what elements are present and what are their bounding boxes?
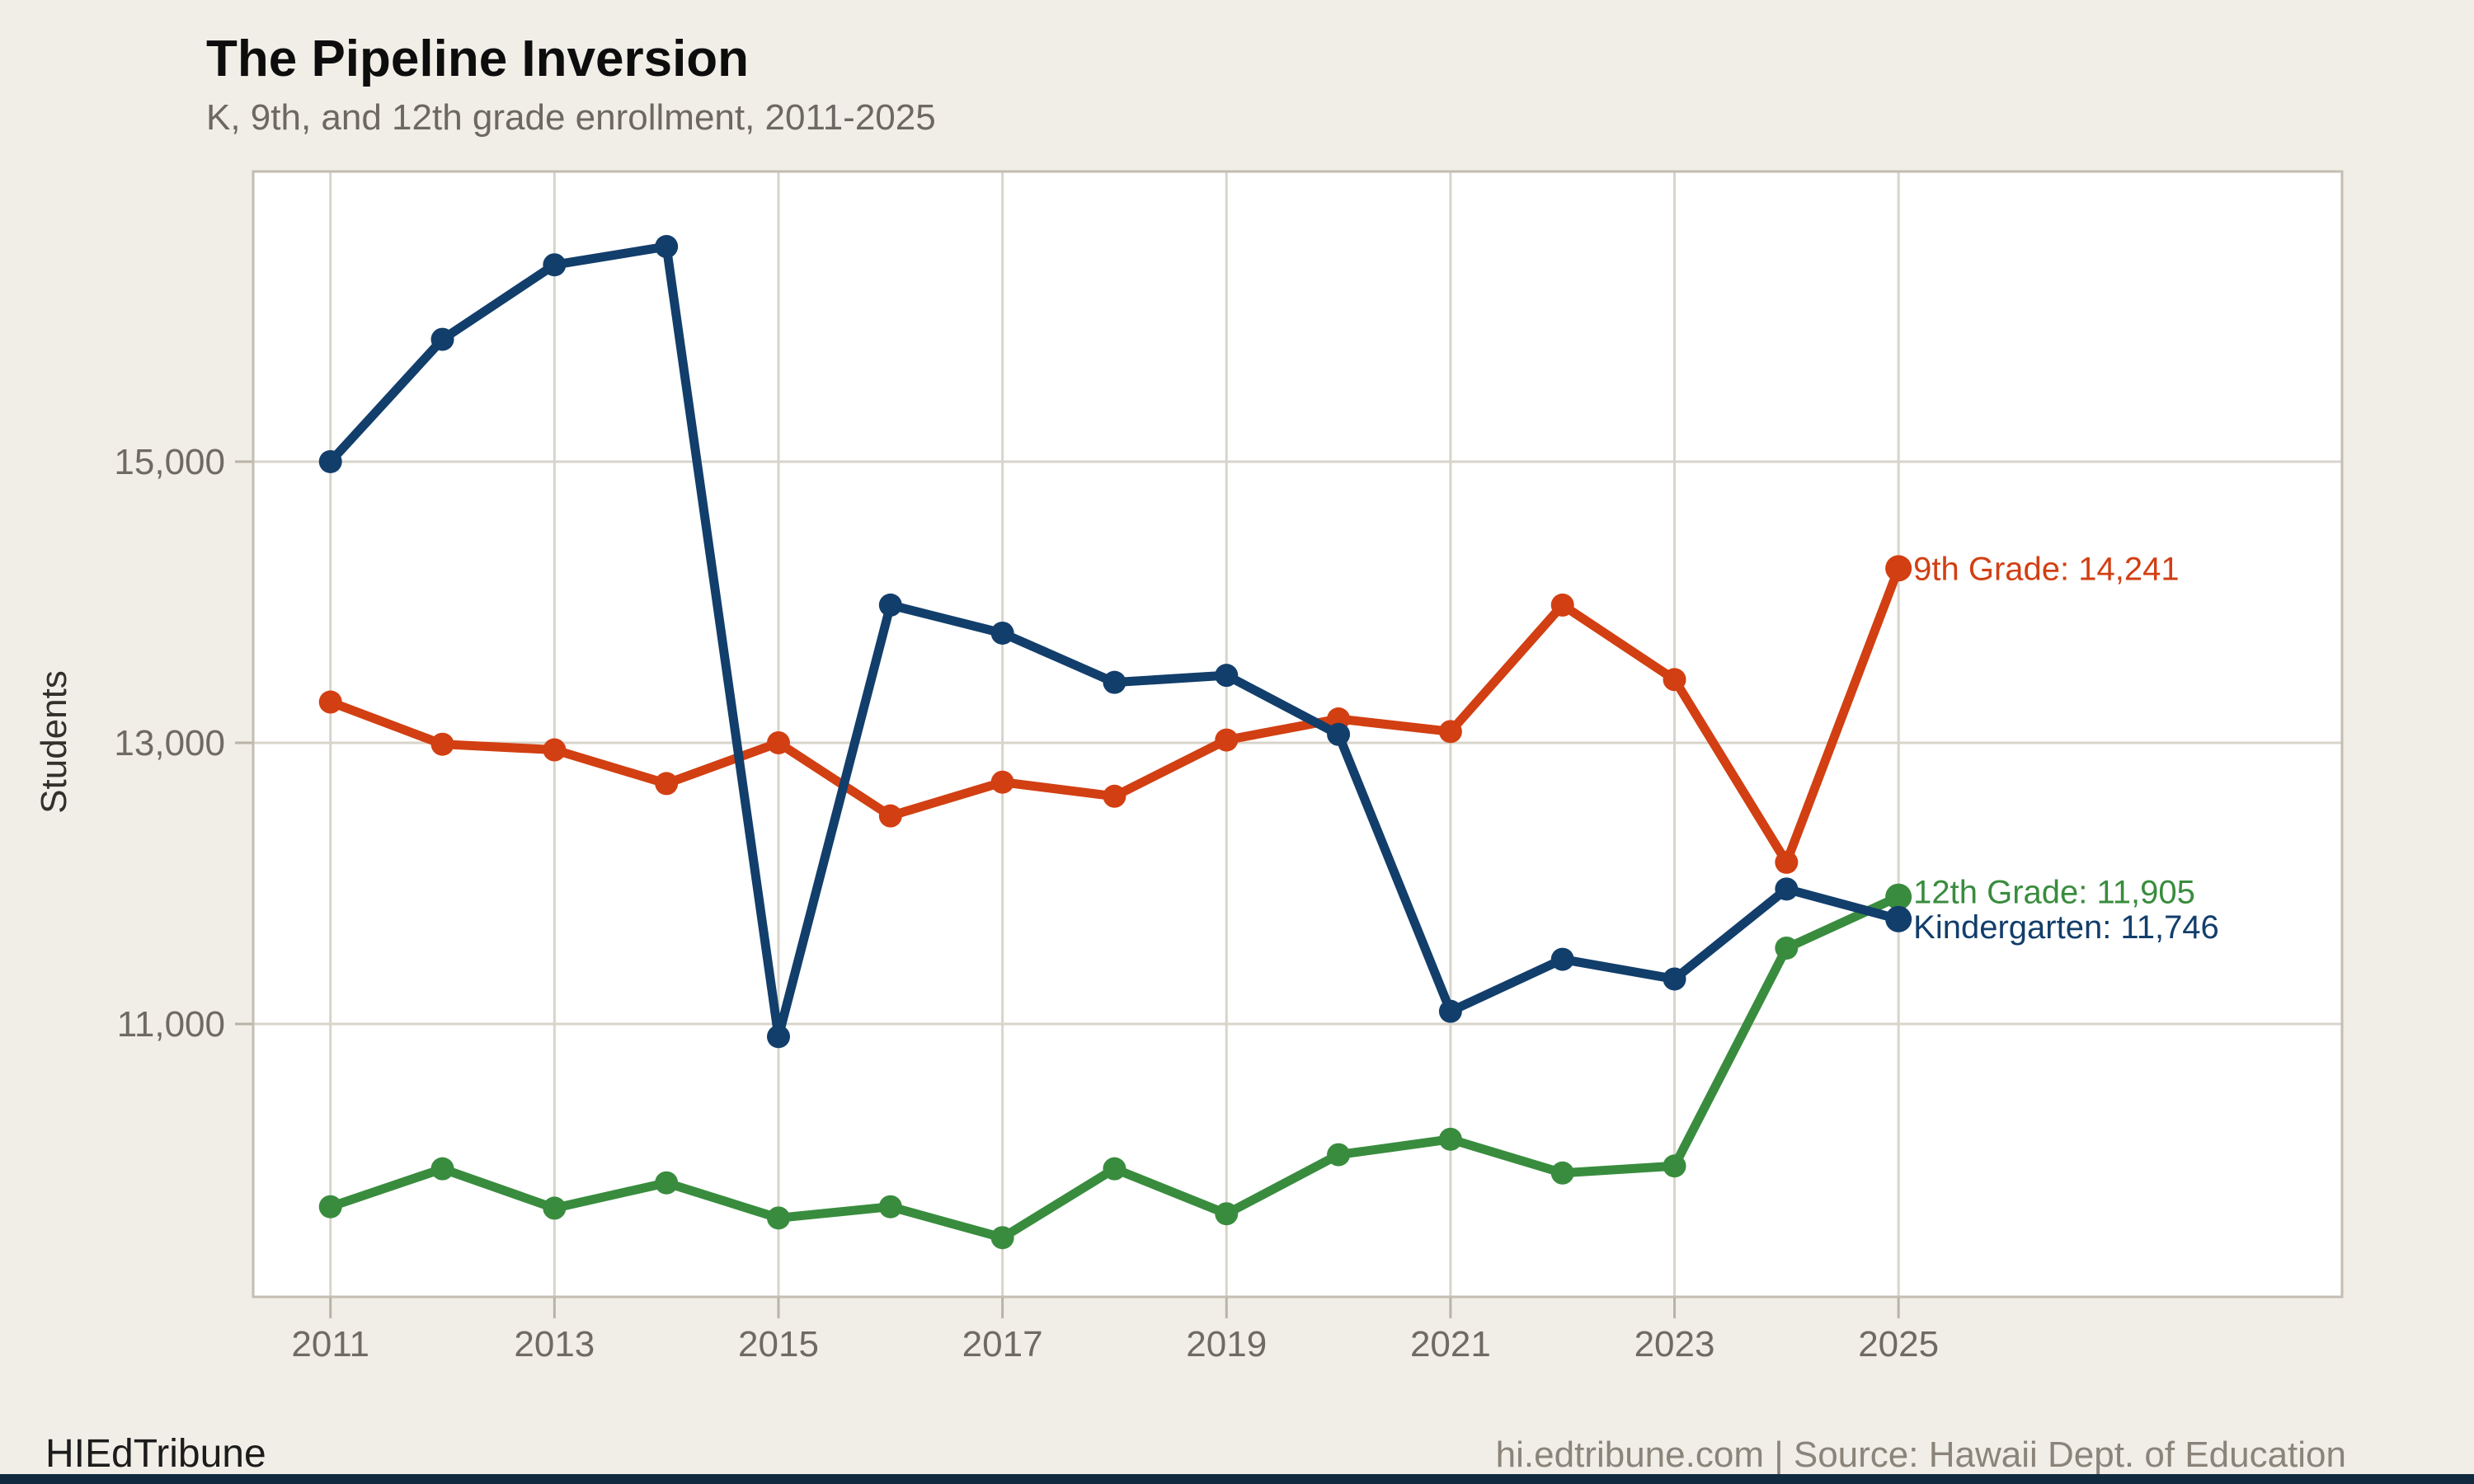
- series-end-label-9th-grade: 9th Grade: 14,241: [1913, 551, 2179, 587]
- data-point-9th-grade-2024: [1775, 850, 1799, 874]
- footer-brand: HIEdTribune: [45, 1432, 266, 1476]
- data-point-kindergarten-2020: [1327, 722, 1351, 746]
- x-tick-label: 2011: [291, 1324, 369, 1364]
- data-point-9th-grade-2015: [766, 730, 790, 754]
- data-point-kindergarten-2016: [878, 593, 902, 617]
- data-point-12th-grade-2018: [1103, 1157, 1126, 1181]
- data-point-9th-grade-2014: [655, 772, 679, 796]
- data-point-12th-grade-2020: [1327, 1143, 1351, 1167]
- data-point-9th-grade-2013: [543, 738, 567, 762]
- x-tick-label: 2025: [1858, 1324, 1939, 1364]
- data-point-12th-grade-2016: [878, 1195, 902, 1219]
- data-point-9th-grade-2021: [1438, 720, 1462, 744]
- data-point-12th-grade-2022: [1550, 1161, 1574, 1185]
- data-point-kindergarten-2019: [1215, 664, 1239, 688]
- data-point-9th-grade-2025: [1885, 555, 1912, 582]
- chart-title: The Pipeline Inversion: [206, 31, 750, 87]
- footer-accent-bar: [0, 1474, 2474, 1484]
- data-point-12th-grade-2024: [1775, 936, 1799, 960]
- data-point-kindergarten-2018: [1103, 670, 1126, 694]
- y-tick-label: 13,000: [114, 723, 225, 763]
- data-point-9th-grade-2018: [1103, 784, 1126, 808]
- data-point-12th-grade-2015: [766, 1206, 790, 1230]
- footer-source: hi.edtribune.com | Source: Hawaii Dept. …: [1495, 1435, 2346, 1475]
- data-point-kindergarten-2024: [1775, 877, 1799, 901]
- data-point-kindergarten-2015: [766, 1025, 790, 1049]
- data-point-kindergarten-2013: [543, 253, 567, 277]
- x-tick-label: 2019: [1186, 1324, 1267, 1364]
- series-end-label-kindergarten: Kindergarten: 11,746: [1913, 909, 2219, 946]
- plot-area: [253, 171, 2342, 1297]
- data-point-kindergarten-2011: [318, 449, 342, 473]
- x-tick-label: 2023: [1634, 1324, 1715, 1364]
- data-point-9th-grade-2023: [1663, 668, 1686, 692]
- data-point-12th-grade-2011: [318, 1195, 342, 1219]
- chart-subtitle: K, 9th, and 12th grade enrollment, 2011-…: [206, 97, 936, 138]
- x-tick-label: 2017: [962, 1324, 1043, 1364]
- data-point-12th-grade-2025: [1885, 883, 1912, 910]
- data-point-12th-grade-2014: [655, 1171, 679, 1195]
- data-point-9th-grade-2012: [430, 732, 454, 756]
- x-tick-label: 2021: [1410, 1324, 1491, 1364]
- data-point-kindergarten-2023: [1663, 967, 1686, 991]
- data-point-kindergarten-2021: [1438, 999, 1462, 1023]
- data-point-9th-grade-2011: [318, 690, 342, 714]
- data-point-kindergarten-2025: [1885, 905, 1912, 932]
- data-point-12th-grade-2023: [1663, 1154, 1686, 1178]
- data-point-9th-grade-2017: [990, 770, 1014, 794]
- data-point-9th-grade-2016: [878, 804, 902, 828]
- data-point-9th-grade-2022: [1550, 593, 1574, 617]
- data-point-12th-grade-2017: [990, 1226, 1014, 1250]
- x-tick-label: 2013: [514, 1324, 595, 1364]
- data-point-12th-grade-2013: [543, 1196, 567, 1220]
- data-point-9th-grade-2019: [1215, 728, 1239, 752]
- data-point-kindergarten-2012: [430, 327, 454, 351]
- data-point-kindergarten-2022: [1550, 947, 1574, 971]
- y-tick-label: 11,000: [117, 1004, 225, 1045]
- y-tick-label: 15,000: [114, 442, 225, 482]
- data-point-kindergarten-2017: [990, 621, 1014, 645]
- data-point-12th-grade-2012: [430, 1157, 454, 1181]
- series-end-label-12th-grade: 12th Grade: 11,905: [1913, 875, 2195, 911]
- data-point-12th-grade-2021: [1438, 1127, 1462, 1151]
- x-tick-label: 2015: [738, 1324, 819, 1364]
- plot-border: [252, 170, 2344, 1298]
- data-point-kindergarten-2014: [655, 235, 679, 259]
- data-point-12th-grade-2019: [1215, 1202, 1239, 1226]
